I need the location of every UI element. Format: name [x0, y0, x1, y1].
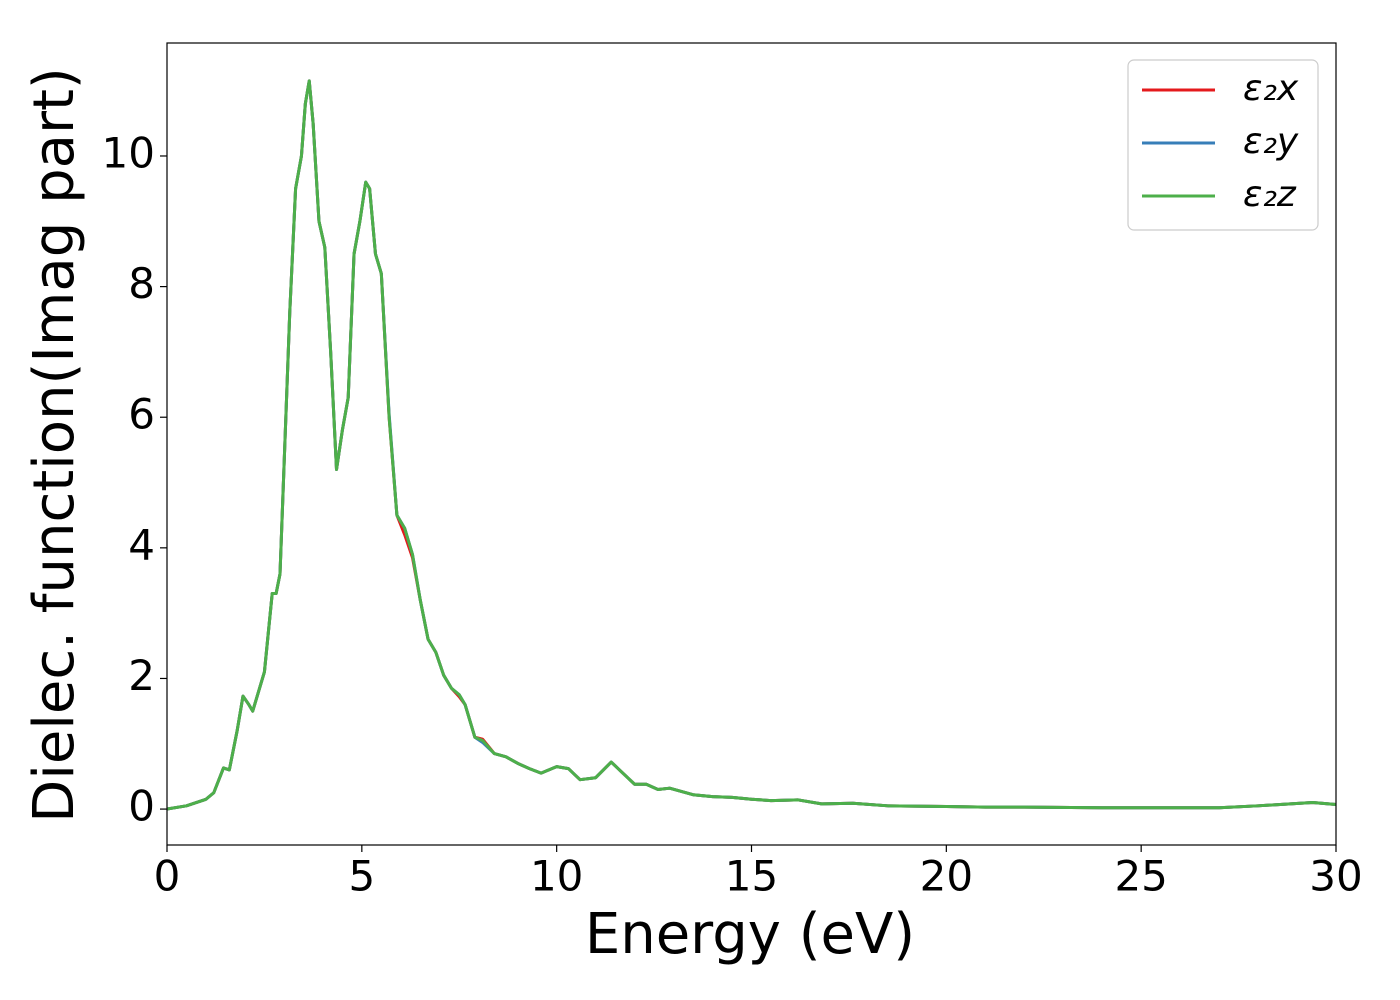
- y-tick-label: 6: [128, 390, 155, 439]
- legend-label: ε₂y: [1243, 121, 1299, 162]
- x-tick-label: 15: [725, 852, 778, 901]
- y-tick-label: 8: [128, 259, 155, 308]
- x-tick-label: 0: [154, 852, 181, 901]
- x-tick-label: 5: [348, 852, 375, 901]
- y-tick-label: 10: [102, 128, 155, 177]
- x-tick-label: 30: [1309, 852, 1362, 901]
- y-axis-label: Dielec. function(Imag part): [22, 67, 87, 823]
- x-tick-label: 20: [920, 852, 973, 901]
- legend-box: [1127, 59, 1319, 231]
- series-line: [167, 79, 1336, 811]
- x-axis-label: Energy (eV): [585, 902, 915, 967]
- y-tick-label: 2: [128, 651, 155, 700]
- legend-label: ε₂x: [1243, 68, 1299, 109]
- plot-frame: [166, 42, 1337, 846]
- x-tick-label: 10: [530, 852, 583, 901]
- legend-label: ε₂z: [1243, 174, 1297, 215]
- y-tick-label: 4: [128, 520, 155, 569]
- y-tick-label: 0: [128, 782, 155, 831]
- x-tick-label: 25: [1114, 852, 1167, 901]
